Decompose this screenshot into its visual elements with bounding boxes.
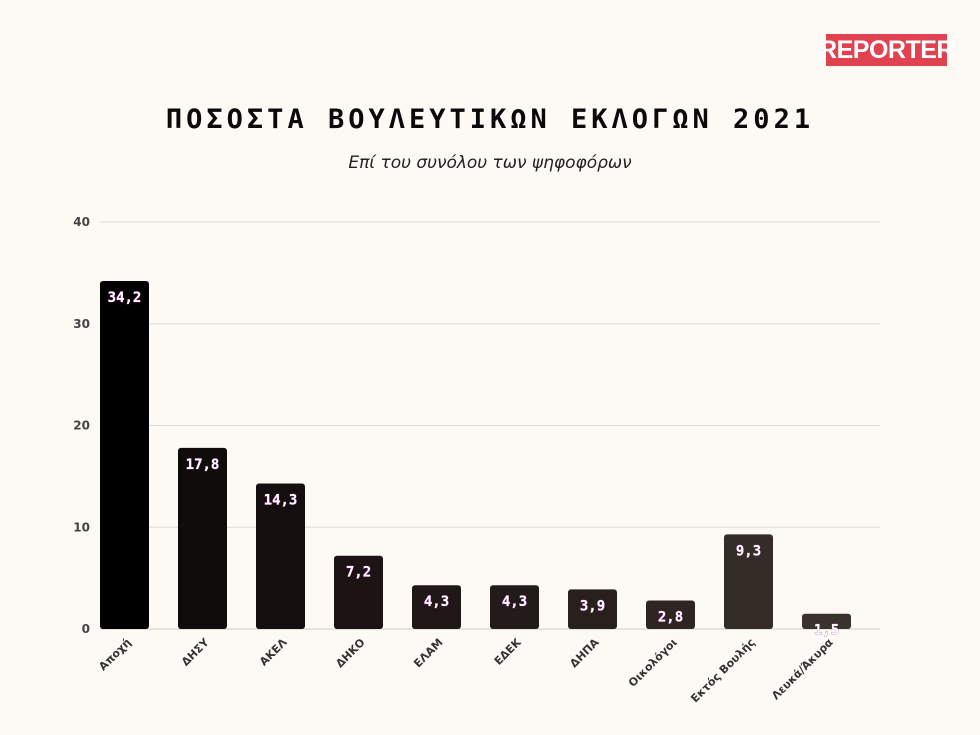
y-tick-label: 10 <box>73 520 90 534</box>
data-label: 4,3 <box>502 594 527 610</box>
bar <box>412 585 461 629</box>
data-label: 1,5 <box>814 623 839 639</box>
bar <box>802 613 851 629</box>
x-tick-label: ΔΗΣΥ <box>179 635 212 668</box>
bar <box>568 589 617 629</box>
x-tick-label: Οικολόγοι <box>626 636 680 690</box>
bar <box>256 483 305 629</box>
y-tick-label: 0 <box>82 622 90 636</box>
data-label: 9,3 <box>736 543 761 559</box>
x-tick-label: ΕΔΕΚ <box>492 636 524 668</box>
x-tick-label: ΔΗΠΑ <box>567 636 602 671</box>
y-tick-label: 40 <box>73 215 90 229</box>
reporter-logo[interactable]: REPORTER <box>819 34 954 66</box>
chart-subtitle: Επί του συνόλου των ψηφοφόρων <box>348 153 632 173</box>
y-tick-label: 30 <box>73 317 90 331</box>
y-tick-label: 20 <box>73 419 90 433</box>
chart-title: ΠΟΣΟΣΤΑ ΒΟΥΛΕΥΤΙΚΩΝ ΕΚΛΟΓΩΝ 2021 <box>165 104 815 135</box>
data-label: 2,8 <box>658 610 683 626</box>
data-label: 34,2 <box>108 290 142 306</box>
data-label: 14,3 <box>264 492 298 508</box>
data-label: 17,8 <box>186 457 220 473</box>
x-tick-label: ΑΚΕΛ <box>257 636 290 669</box>
data-label: 4,3 <box>424 594 449 610</box>
bar <box>490 585 539 629</box>
data-label: 7,2 <box>346 565 371 581</box>
x-tick-label: Αποχή <box>96 636 133 673</box>
bar <box>100 281 149 629</box>
data-label: 3,9 <box>580 598 605 614</box>
bar <box>724 534 773 629</box>
bar <box>646 600 695 629</box>
x-tick-label: Λευκά/Άκυρα <box>769 636 836 703</box>
x-tick-label: ΔΗΚΟ <box>333 636 367 670</box>
x-tick-label: Εκτός Βουλής <box>688 636 757 705</box>
bar <box>334 555 383 629</box>
bar <box>178 447 227 629</box>
x-tick-label: ΕΛΑΜ <box>411 636 445 670</box>
